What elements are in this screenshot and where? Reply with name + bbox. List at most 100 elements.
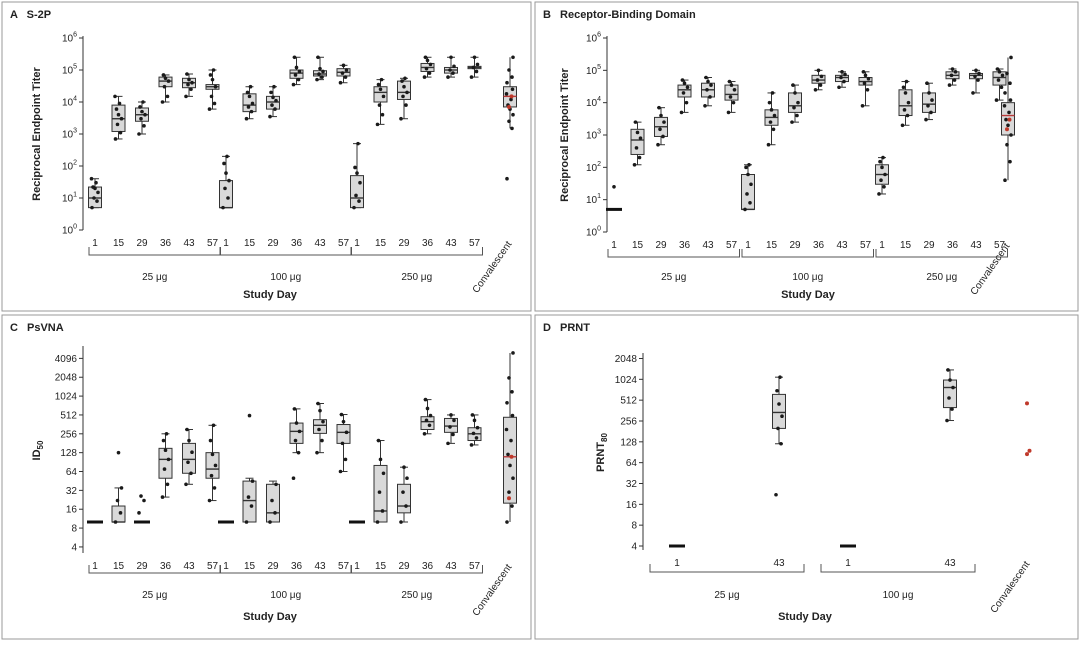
day-57-point xyxy=(865,87,870,92)
convalescent-point xyxy=(511,351,515,355)
day-57-box xyxy=(336,424,351,444)
day-1-point xyxy=(883,172,887,177)
convalescent-point xyxy=(1005,142,1009,147)
day-15-point xyxy=(379,77,384,82)
day-1-point xyxy=(91,185,95,189)
day-29-point xyxy=(926,104,930,108)
day-43-point xyxy=(185,427,189,432)
day-43-point xyxy=(446,441,450,446)
day-57-point xyxy=(208,438,213,443)
x-axis-label: Study Day xyxy=(778,611,833,623)
x-tick-label: 57 xyxy=(207,561,219,572)
day-15-box xyxy=(242,480,257,523)
convalescent-point xyxy=(1002,104,1007,108)
day-57-point xyxy=(210,452,215,457)
day-57-point xyxy=(344,430,349,435)
day-43-point xyxy=(451,71,455,75)
day-1-point xyxy=(353,165,357,170)
convalescent-point xyxy=(1008,81,1012,86)
group-label: 100 μg xyxy=(270,590,301,601)
day-57-point xyxy=(728,95,733,99)
day-57-point xyxy=(338,469,343,474)
convalescent-highlight-point xyxy=(507,104,511,109)
day-43-point xyxy=(321,419,325,424)
panel-b: B Receptor-Binding Domain 100 101 102 103 104… xyxy=(534,1,1079,312)
y-tick-label: 100 xyxy=(62,224,77,237)
x-tick-label: 1 xyxy=(845,558,851,569)
x-tick-label: 36 xyxy=(813,240,825,251)
day-1-point xyxy=(354,193,358,198)
group-bracket xyxy=(607,249,740,258)
group-label: 25 μg xyxy=(142,590,167,601)
y-tick-label: 64 xyxy=(66,467,78,478)
day-57-point xyxy=(999,85,1004,90)
day-57-point xyxy=(211,423,216,428)
day-1-point xyxy=(224,171,228,175)
convalescent-group: Convalescent xyxy=(471,351,517,618)
day-57-point xyxy=(472,55,477,60)
day-15-point xyxy=(247,413,252,418)
dose-group: 1 15 29 36 43 57 250 μg xyxy=(350,55,483,283)
x-tick-label: 15 xyxy=(113,238,125,249)
convalescent-box xyxy=(503,416,517,504)
x-tick-label: 57 xyxy=(207,238,219,249)
day-36-point xyxy=(815,78,820,82)
x-tick-label: 43 xyxy=(445,238,457,249)
y-tick-label: 2048 xyxy=(55,373,78,384)
day-1-point xyxy=(221,205,225,210)
x-tick-label: 1 xyxy=(611,240,617,251)
x-tick-label: 43 xyxy=(970,240,982,251)
day-57-point xyxy=(209,94,214,99)
day-15-box xyxy=(373,86,388,103)
day-43-point xyxy=(190,450,194,455)
day-36-point xyxy=(163,76,168,81)
dose-group: 1 15 29 36 43 57 25 μg xyxy=(87,423,221,601)
day-29-point xyxy=(930,98,934,102)
panel-letter: B xyxy=(543,9,551,21)
day-36-point xyxy=(953,70,958,74)
day-29-point xyxy=(659,113,663,118)
dose-group: 1 15 29 36 43 57 250 μg xyxy=(875,67,1008,283)
day-57-point xyxy=(209,473,214,478)
day-29-point xyxy=(924,117,928,122)
day-36-box xyxy=(420,416,435,430)
day-36-point xyxy=(160,495,165,499)
day-15-point xyxy=(381,471,386,476)
day-15-point xyxy=(380,509,385,513)
day-43-point xyxy=(775,388,779,393)
day-57-point xyxy=(213,84,218,89)
y-tick-label: 16 xyxy=(66,505,78,516)
x-tick-label: 1 xyxy=(745,240,751,251)
day-36-point xyxy=(160,100,165,104)
convalescent-highlight-point xyxy=(1005,127,1009,132)
convalescent-point xyxy=(510,75,514,79)
day-15-point xyxy=(903,91,908,95)
group-label: 250 μg xyxy=(926,272,957,283)
day-29-point xyxy=(139,116,143,121)
day-36-point xyxy=(162,467,167,471)
x-tick-label: 15 xyxy=(375,561,387,572)
day-29-point xyxy=(401,490,405,494)
x-axis-label: Study Day xyxy=(243,611,298,623)
convalescent-point xyxy=(509,97,513,102)
day-36-point xyxy=(685,85,690,90)
day-1-point xyxy=(225,154,229,159)
day-15-point xyxy=(769,108,774,112)
group-bracket xyxy=(649,564,805,573)
day-43-point xyxy=(317,72,321,76)
day-1-point xyxy=(747,162,751,167)
convalescent-point xyxy=(509,438,513,443)
day-15-point xyxy=(119,486,124,490)
day-15-point xyxy=(905,113,910,118)
dose-group: 1 43 25 μg xyxy=(649,375,805,601)
convalescent-group: Convalescent xyxy=(471,55,517,295)
day-43-point xyxy=(703,104,707,108)
y-tick-label: 4 xyxy=(71,542,77,553)
day-29-point xyxy=(925,81,929,86)
day-57-point xyxy=(343,75,348,79)
convalescent-point xyxy=(510,504,514,508)
day-43-box xyxy=(182,442,196,474)
y-tick-label: 101 xyxy=(586,193,601,206)
day-15-point xyxy=(378,87,383,92)
y-axis-label: Reciprocal Endpoint Titer xyxy=(559,67,571,201)
